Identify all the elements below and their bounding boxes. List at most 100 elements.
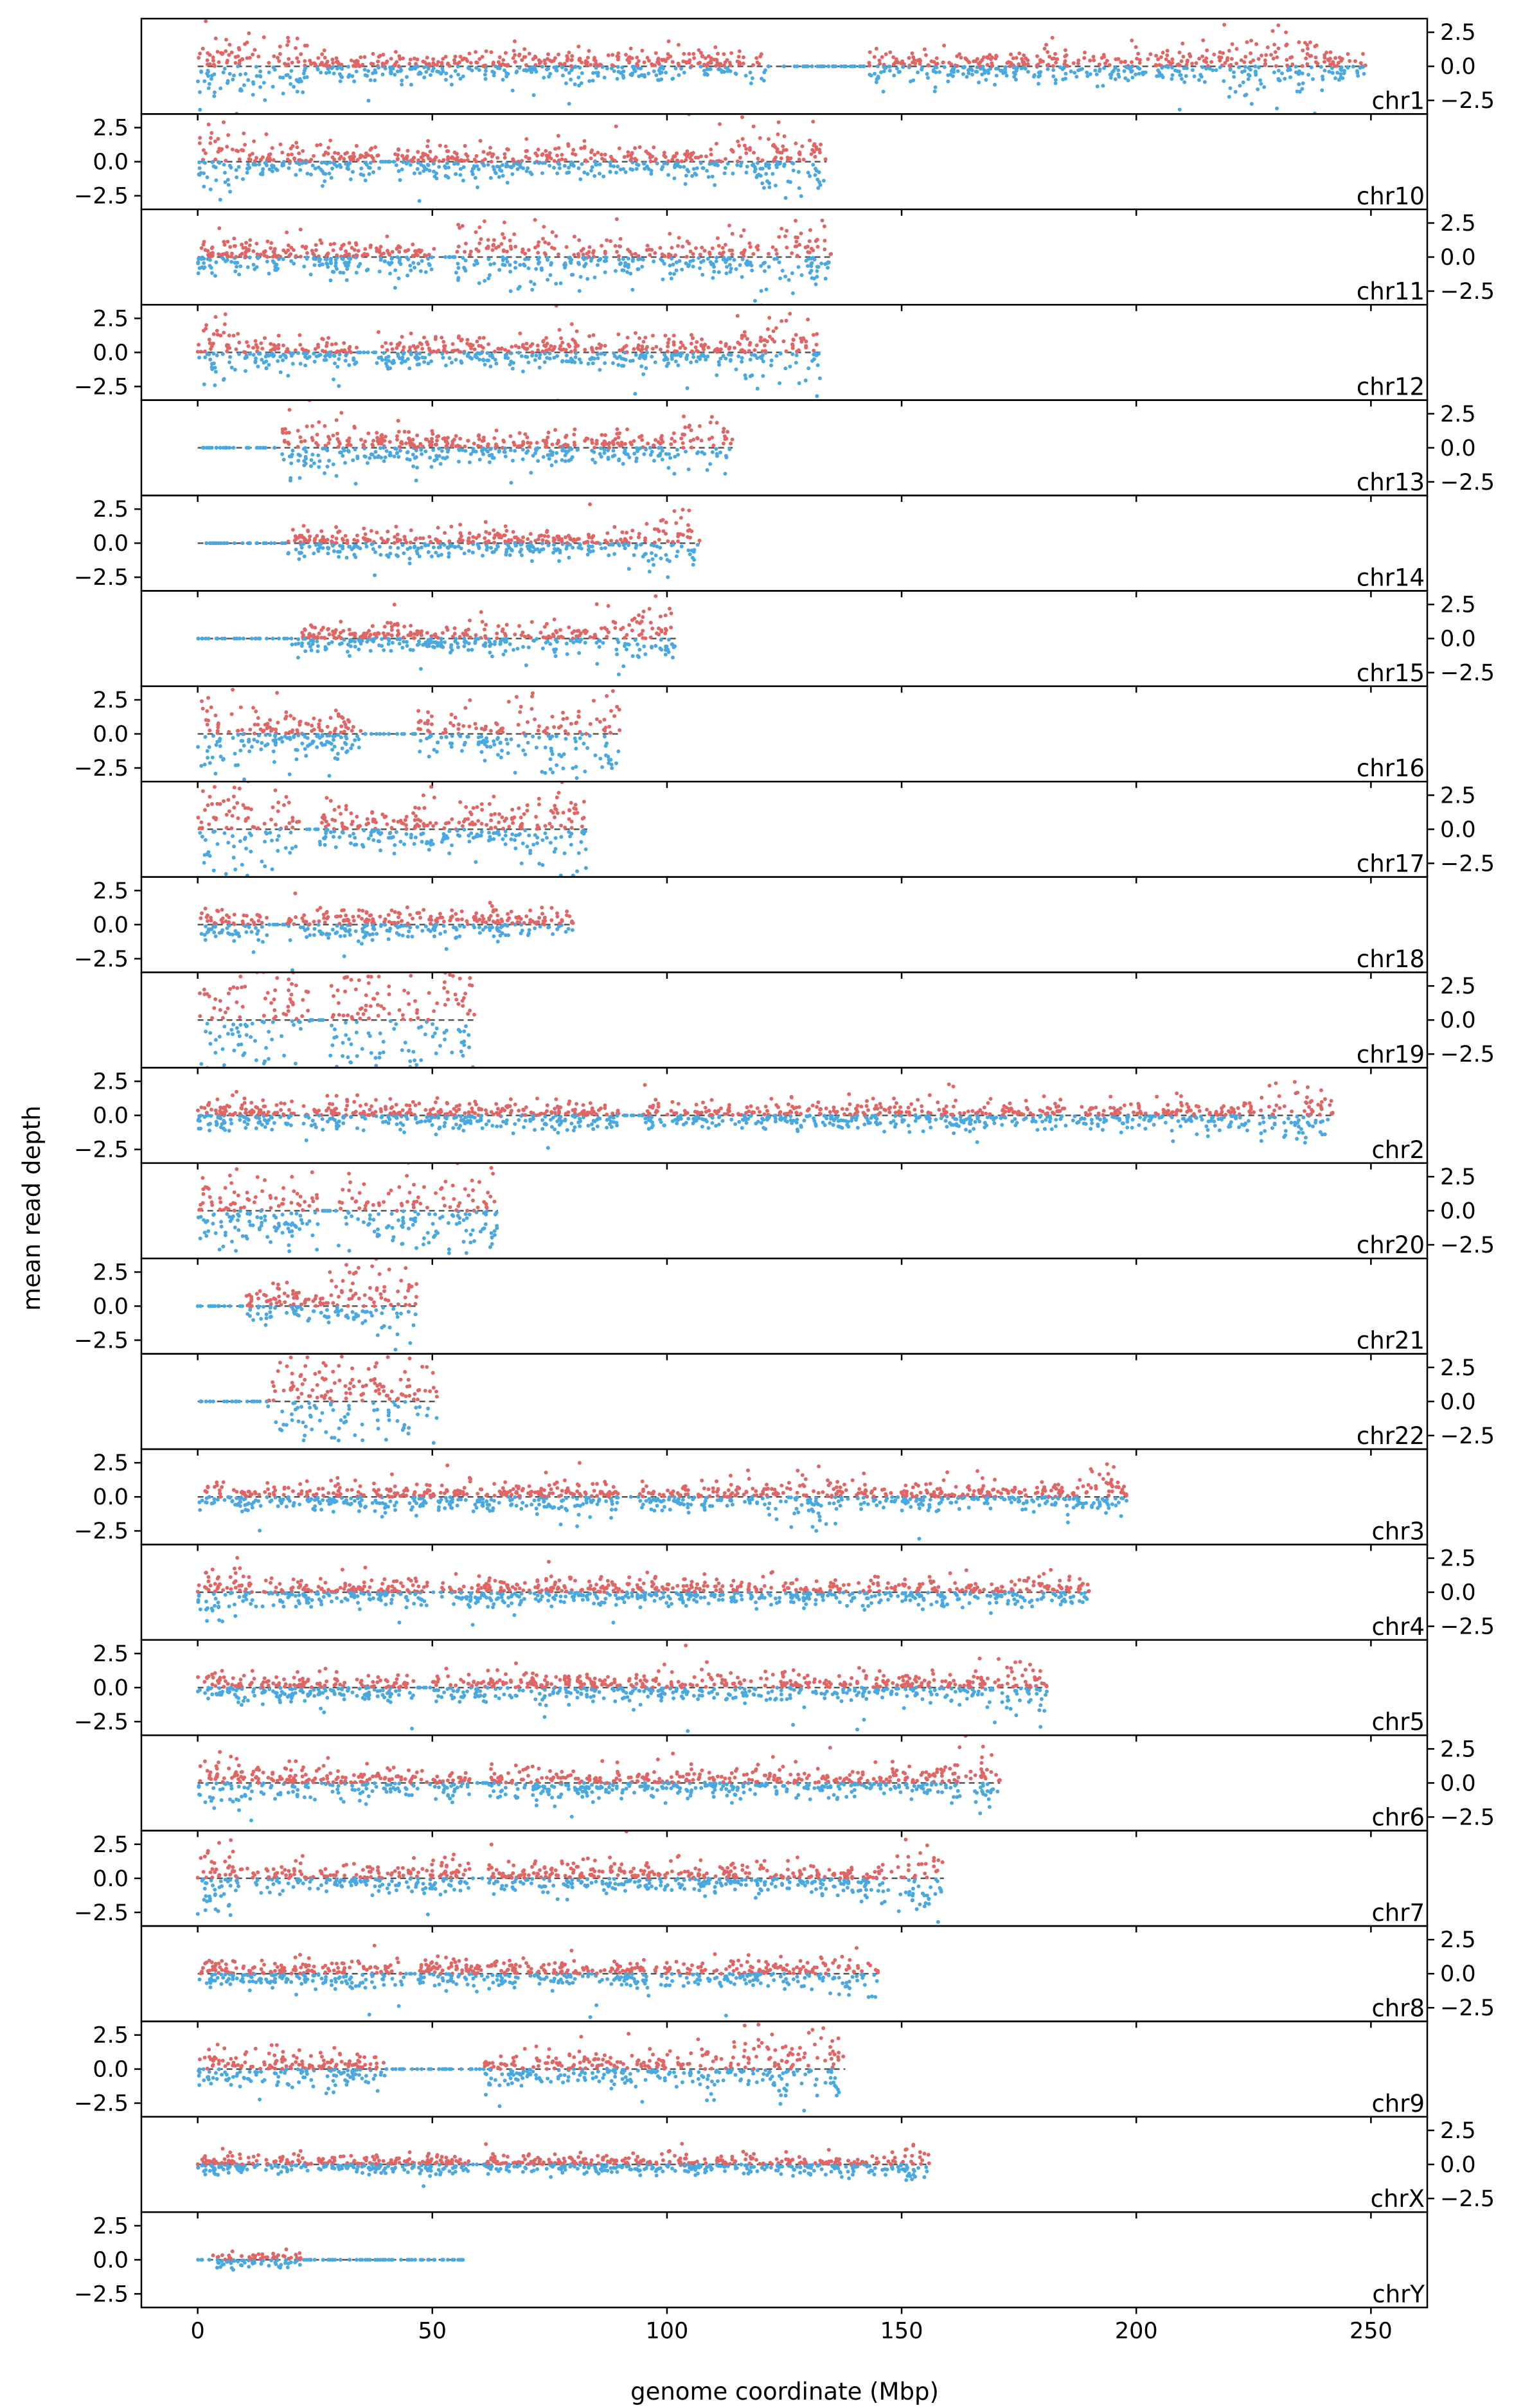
data-point — [826, 260, 831, 265]
data-point — [613, 269, 618, 273]
data-point — [671, 542, 675, 547]
data-point — [762, 186, 766, 190]
data-point — [1046, 49, 1050, 54]
data-point — [982, 67, 986, 72]
data-point — [650, 346, 655, 351]
data-point — [546, 543, 551, 548]
data-point — [685, 386, 690, 390]
data-point — [882, 62, 886, 67]
data-point — [316, 56, 321, 60]
data-point — [601, 174, 606, 179]
data-point — [868, 50, 872, 55]
data-point — [662, 150, 666, 155]
data-point — [324, 443, 328, 448]
data-point — [533, 63, 538, 67]
data-point — [240, 251, 244, 256]
data-point — [868, 63, 872, 67]
data-point — [391, 361, 395, 366]
data-point — [1263, 58, 1267, 62]
y-tick-label: −2.5 — [1440, 88, 1495, 114]
data-point — [727, 447, 732, 452]
data-point — [681, 441, 685, 445]
data-point — [363, 532, 368, 537]
data-point — [429, 443, 434, 447]
data-point — [442, 347, 447, 352]
data-point — [455, 249, 459, 254]
data-point — [343, 350, 348, 355]
data-point — [216, 136, 220, 141]
data-point — [1064, 76, 1068, 81]
data-point — [724, 356, 728, 361]
panel-points — [196, 217, 833, 305]
data-point — [1095, 84, 1100, 89]
data-point — [1201, 38, 1206, 42]
data-point — [533, 539, 538, 543]
data-point — [580, 162, 584, 166]
data-point — [546, 258, 550, 262]
data-point — [785, 245, 789, 250]
data-point — [725, 265, 729, 269]
data-point — [294, 173, 298, 177]
data-point — [666, 466, 671, 470]
data-point — [589, 150, 594, 154]
data-point — [317, 465, 321, 469]
data-point — [208, 136, 213, 140]
data-point — [675, 549, 680, 554]
data-point — [518, 164, 522, 168]
data-point — [595, 661, 600, 666]
data-point — [290, 361, 295, 366]
data-point — [238, 264, 243, 269]
data-point — [232, 244, 236, 248]
data-point — [276, 636, 281, 641]
data-point — [1337, 78, 1341, 82]
data-point — [452, 162, 457, 166]
data-point — [463, 449, 468, 453]
data-point — [236, 54, 240, 58]
data-point — [542, 58, 547, 62]
data-point — [459, 361, 464, 365]
data-point — [255, 541, 260, 546]
data-point — [474, 60, 479, 65]
data-point — [203, 355, 208, 360]
data-point — [708, 462, 713, 467]
data-point — [577, 289, 582, 293]
data-point — [366, 69, 371, 73]
data-point — [1285, 58, 1289, 62]
data-point — [486, 163, 490, 167]
data-point — [799, 339, 804, 344]
data-point — [941, 60, 945, 64]
data-point — [326, 546, 330, 550]
data-point — [531, 57, 535, 61]
data-point — [337, 357, 341, 361]
data-point — [1117, 75, 1121, 79]
data-point — [677, 259, 682, 263]
data-point — [774, 159, 779, 164]
data-point — [564, 353, 569, 357]
data-point — [704, 154, 708, 159]
data-point — [425, 630, 429, 635]
data-point — [791, 337, 796, 342]
data-point — [344, 249, 348, 254]
data-point — [253, 360, 258, 364]
data-point — [405, 450, 409, 454]
data-point — [569, 160, 573, 165]
data-point — [635, 62, 639, 66]
data-point — [479, 237, 483, 242]
data-point — [1263, 63, 1267, 67]
data-point — [600, 433, 604, 437]
data-point — [666, 159, 671, 163]
data-point — [810, 64, 814, 69]
data-point — [355, 157, 360, 162]
data-point — [503, 533, 507, 538]
data-point — [354, 242, 359, 247]
data-point — [486, 637, 491, 641]
data-point — [238, 636, 242, 641]
data-point — [560, 359, 565, 364]
data-point — [202, 265, 207, 269]
data-point — [407, 62, 412, 66]
data-point — [1256, 87, 1260, 92]
data-point — [627, 262, 631, 267]
data-point — [213, 274, 217, 278]
data-point — [1200, 65, 1205, 69]
